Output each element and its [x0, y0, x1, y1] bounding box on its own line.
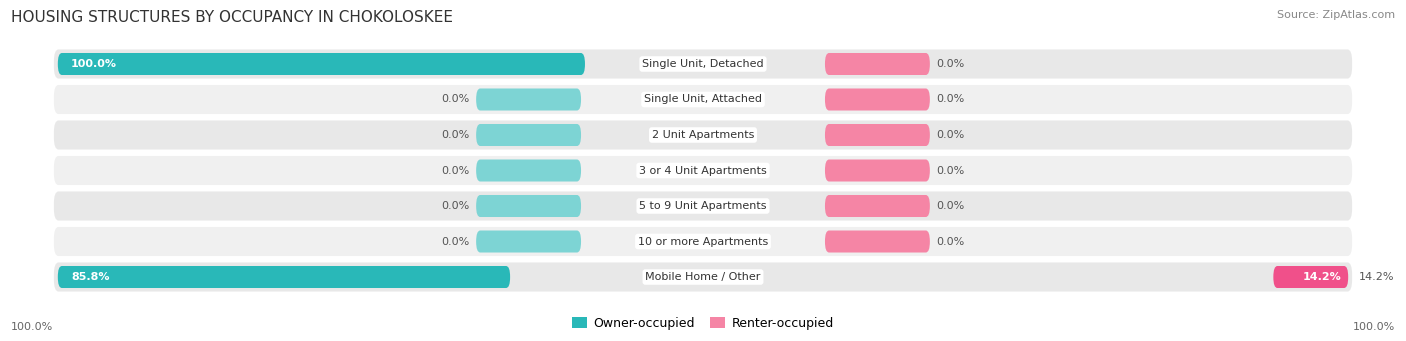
FancyBboxPatch shape	[477, 195, 581, 217]
Text: 14.2%: 14.2%	[1358, 272, 1395, 282]
FancyBboxPatch shape	[825, 231, 929, 252]
Text: 0.0%: 0.0%	[441, 165, 470, 176]
FancyBboxPatch shape	[58, 266, 510, 288]
Text: 0.0%: 0.0%	[441, 201, 470, 211]
Text: 0.0%: 0.0%	[441, 130, 470, 140]
Text: 100.0%: 100.0%	[11, 322, 53, 332]
Text: 85.8%: 85.8%	[70, 272, 110, 282]
FancyBboxPatch shape	[477, 231, 581, 252]
FancyBboxPatch shape	[53, 49, 1353, 78]
FancyBboxPatch shape	[825, 124, 929, 146]
Text: 5 to 9 Unit Apartments: 5 to 9 Unit Apartments	[640, 201, 766, 211]
FancyBboxPatch shape	[53, 120, 1353, 150]
FancyBboxPatch shape	[825, 89, 929, 110]
FancyBboxPatch shape	[58, 53, 585, 75]
FancyBboxPatch shape	[53, 85, 1353, 114]
FancyBboxPatch shape	[825, 53, 929, 75]
FancyBboxPatch shape	[53, 263, 1353, 292]
Text: 10 or more Apartments: 10 or more Apartments	[638, 237, 768, 247]
Text: Mobile Home / Other: Mobile Home / Other	[645, 272, 761, 282]
Text: 0.0%: 0.0%	[936, 201, 965, 211]
Text: Single Unit, Attached: Single Unit, Attached	[644, 94, 762, 104]
Text: 0.0%: 0.0%	[936, 59, 965, 69]
Text: 0.0%: 0.0%	[936, 237, 965, 247]
FancyBboxPatch shape	[477, 160, 581, 181]
FancyBboxPatch shape	[825, 160, 929, 181]
Text: 2 Unit Apartments: 2 Unit Apartments	[652, 130, 754, 140]
Text: 0.0%: 0.0%	[936, 94, 965, 104]
Text: 0.0%: 0.0%	[441, 237, 470, 247]
FancyBboxPatch shape	[53, 227, 1353, 256]
Text: 0.0%: 0.0%	[936, 165, 965, 176]
Text: 0.0%: 0.0%	[936, 130, 965, 140]
Text: 0.0%: 0.0%	[441, 94, 470, 104]
Text: Source: ZipAtlas.com: Source: ZipAtlas.com	[1277, 10, 1395, 20]
Legend: Owner-occupied, Renter-occupied: Owner-occupied, Renter-occupied	[568, 312, 838, 335]
FancyBboxPatch shape	[477, 89, 581, 110]
FancyBboxPatch shape	[477, 124, 581, 146]
FancyBboxPatch shape	[1274, 266, 1348, 288]
Text: 100.0%: 100.0%	[70, 59, 117, 69]
Text: HOUSING STRUCTURES BY OCCUPANCY IN CHOKOLOSKEE: HOUSING STRUCTURES BY OCCUPANCY IN CHOKO…	[11, 10, 453, 25]
Text: 100.0%: 100.0%	[1353, 322, 1395, 332]
FancyBboxPatch shape	[825, 195, 929, 217]
Text: Single Unit, Detached: Single Unit, Detached	[643, 59, 763, 69]
Text: 3 or 4 Unit Apartments: 3 or 4 Unit Apartments	[640, 165, 766, 176]
FancyBboxPatch shape	[53, 191, 1353, 221]
Text: 14.2%: 14.2%	[1303, 272, 1341, 282]
FancyBboxPatch shape	[53, 156, 1353, 185]
